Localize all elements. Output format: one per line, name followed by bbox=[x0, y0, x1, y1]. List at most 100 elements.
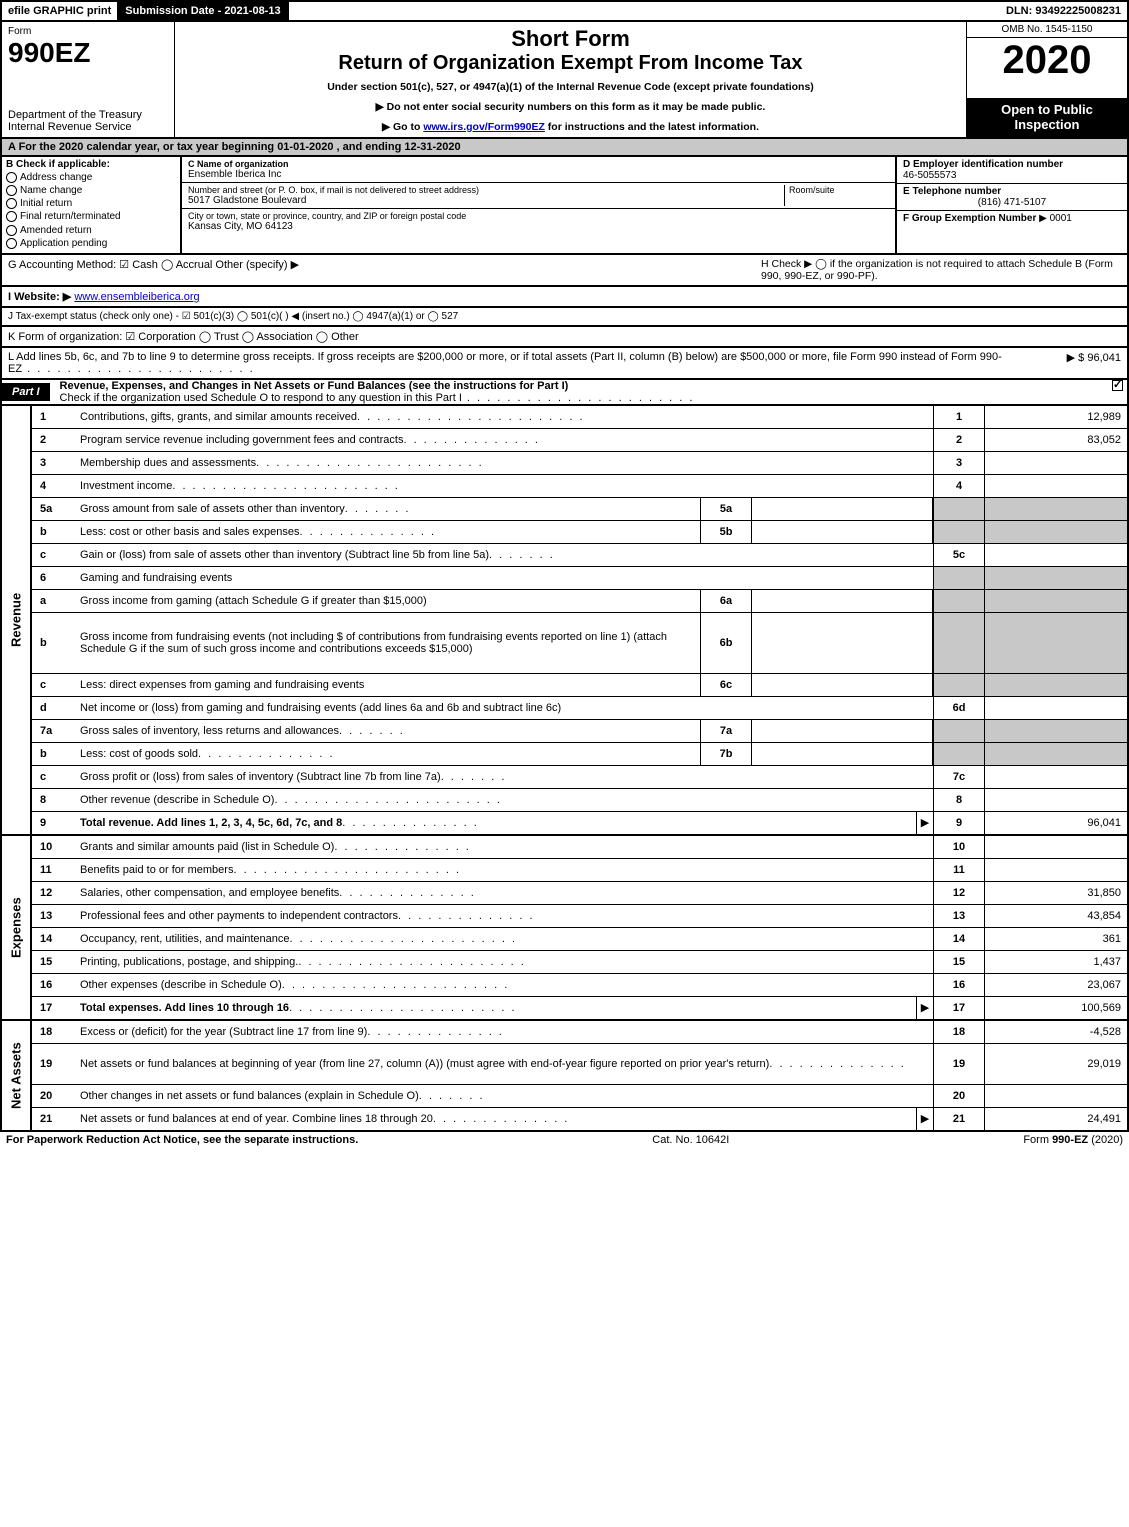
ln-9: 9 bbox=[32, 812, 76, 834]
part1-checkbox[interactable] bbox=[1112, 380, 1123, 391]
desc-5c: Gain or (loss) from sale of assets other… bbox=[76, 544, 933, 566]
val-7c bbox=[984, 766, 1127, 788]
ln-7a: 7a bbox=[32, 720, 76, 742]
midval-7a bbox=[752, 720, 933, 742]
ln-2: 2 bbox=[32, 429, 76, 451]
lbl-initial-return: Initial return bbox=[20, 198, 72, 209]
row-l: L Add lines 5b, 6c, and 7b to line 9 to … bbox=[0, 348, 1129, 380]
num-5a-sh bbox=[933, 498, 984, 520]
ln-5b: b bbox=[32, 521, 76, 543]
chk-address-change[interactable] bbox=[6, 172, 17, 183]
num-12: 12 bbox=[933, 882, 984, 904]
ln-5a: 5a bbox=[32, 498, 76, 520]
mid-5a: 5a bbox=[700, 498, 752, 520]
form-number: 990EZ bbox=[8, 37, 168, 69]
val-15: 1,437 bbox=[984, 951, 1127, 973]
desc-6c: Less: direct expenses from gaming and fu… bbox=[76, 674, 700, 696]
num-6b-sh bbox=[933, 613, 984, 673]
val-16: 23,067 bbox=[984, 974, 1127, 996]
val-20 bbox=[984, 1085, 1127, 1107]
addr-value: 5017 Gladstone Boulevard bbox=[188, 195, 780, 206]
footer-formref: Form 990-EZ (2020) bbox=[1023, 1134, 1123, 1146]
arrow-9: ▶ bbox=[916, 812, 933, 834]
revenue-table: Revenue 1Contributions, gifts, grants, a… bbox=[0, 406, 1129, 836]
desc-6d: Net income or (loss) from gaming and fun… bbox=[76, 697, 933, 719]
val-8 bbox=[984, 789, 1127, 811]
page-footer: For Paperwork Reduction Act Notice, see … bbox=[0, 1132, 1129, 1148]
num-16: 16 bbox=[933, 974, 984, 996]
ln-7b: b bbox=[32, 743, 76, 765]
desc-3: Membership dues and assessments bbox=[76, 452, 933, 474]
footer-form-prefix: Form bbox=[1023, 1134, 1052, 1146]
desc-5b: Less: cost or other basis and sales expe… bbox=[76, 521, 700, 543]
section-a-period: A For the 2020 calendar year, or tax yea… bbox=[0, 139, 1129, 157]
dept-treasury: Department of the Treasury bbox=[8, 109, 168, 121]
val-2: 83,052 bbox=[984, 429, 1127, 451]
line-h: H Check ▶ ◯ if the organization is not r… bbox=[761, 258, 1121, 282]
num-7c: 7c bbox=[933, 766, 984, 788]
ln-7c: c bbox=[32, 766, 76, 788]
instr-suffix: for instructions and the latest informat… bbox=[545, 121, 759, 133]
num-7a-sh bbox=[933, 720, 984, 742]
desc-16: Other expenses (describe in Schedule O) bbox=[76, 974, 933, 996]
chk-initial-return[interactable] bbox=[6, 198, 17, 209]
ln-20: 20 bbox=[32, 1085, 76, 1107]
info-block: B Check if applicable: Address change Na… bbox=[0, 157, 1129, 255]
part1-title: Revenue, Expenses, and Changes in Net As… bbox=[50, 380, 1127, 404]
midval-6c bbox=[752, 674, 933, 696]
part1-label: Part I bbox=[2, 383, 50, 401]
desc-14: Occupancy, rent, utilities, and maintena… bbox=[76, 928, 933, 950]
dln-label: DLN: 93492225008231 bbox=[1000, 2, 1127, 20]
desc-6a: Gross income from gaming (attach Schedul… bbox=[76, 590, 700, 612]
chk-final-return[interactable] bbox=[6, 211, 17, 222]
line-k: K Form of organization: ☑ Corporation ◯ … bbox=[0, 327, 1129, 348]
header-right: OMB No. 1545-1150 2020 Open to Public In… bbox=[966, 22, 1127, 137]
desc-9: Total revenue. Add lines 1, 2, 3, 4, 5c,… bbox=[76, 812, 916, 834]
val-12: 31,850 bbox=[984, 882, 1127, 904]
city-value: Kansas City, MO 64123 bbox=[188, 221, 889, 232]
desc-9-text: Total revenue. Add lines 1, 2, 3, 4, 5c,… bbox=[80, 817, 342, 829]
phone-value: (816) 471-5107 bbox=[903, 197, 1121, 208]
open-inspection: Open to Public Inspection bbox=[967, 98, 1127, 137]
desc-2: Program service revenue including govern… bbox=[76, 429, 933, 451]
netassets-table: Net Assets 18Excess or (deficit) for the… bbox=[0, 1021, 1129, 1132]
line-l-val: ▶ $ 96,041 bbox=[1011, 351, 1121, 375]
num-11: 11 bbox=[933, 859, 984, 881]
mid-5b: 5b bbox=[700, 521, 752, 543]
col-b: B Check if applicable: Address change Na… bbox=[2, 157, 182, 253]
mid-6c: 6c bbox=[700, 674, 752, 696]
sidetab-revenue: Revenue bbox=[2, 406, 32, 834]
desc-17: Total expenses. Add lines 10 through 16 bbox=[76, 997, 916, 1019]
ln-8: 8 bbox=[32, 789, 76, 811]
desc-17-text: Total expenses. Add lines 10 through 16 bbox=[80, 1002, 289, 1014]
desc-7a: Gross sales of inventory, less returns a… bbox=[76, 720, 700, 742]
desc-11: Benefits paid to or for members bbox=[76, 859, 933, 881]
desc-5a: Gross amount from sale of assets other t… bbox=[76, 498, 700, 520]
phone-label: E Telephone number bbox=[903, 186, 1121, 197]
subtitle: Under section 501(c), 527, or 4947(a)(1)… bbox=[181, 81, 960, 93]
num-18: 18 bbox=[933, 1021, 984, 1043]
num-10: 10 bbox=[933, 836, 984, 858]
ein-label: D Employer identification number bbox=[903, 159, 1121, 170]
group-exempt-label: F Group Exemption Number bbox=[903, 213, 1036, 224]
ln-6b: b bbox=[32, 613, 76, 673]
chk-application-pending[interactable] bbox=[6, 238, 17, 249]
desc-6: Gaming and fundraising events bbox=[76, 567, 933, 589]
room-label: Room/suite bbox=[789, 185, 889, 195]
val-6b-sh bbox=[984, 613, 1127, 673]
sidetab-netassets: Net Assets bbox=[2, 1021, 32, 1130]
lbl-name-change: Name change bbox=[20, 185, 82, 196]
desc-4: Investment income bbox=[76, 475, 933, 497]
midval-7b bbox=[752, 743, 933, 765]
irs-link[interactable]: www.irs.gov/Form990EZ bbox=[423, 121, 545, 133]
org-name: Ensemble Iberica Inc bbox=[188, 169, 889, 180]
num-3: 3 bbox=[933, 452, 984, 474]
arrow-17: ▶ bbox=[916, 997, 933, 1019]
instr-goto: ▶ Go to www.irs.gov/Form990EZ for instru… bbox=[181, 121, 960, 133]
midval-5a bbox=[752, 498, 933, 520]
chk-amended-return[interactable] bbox=[6, 225, 17, 236]
chk-name-change[interactable] bbox=[6, 185, 17, 196]
val-6d bbox=[984, 697, 1127, 719]
website-link[interactable]: www.ensembleiberica.org bbox=[74, 291, 199, 303]
ln-1: 1 bbox=[32, 406, 76, 428]
